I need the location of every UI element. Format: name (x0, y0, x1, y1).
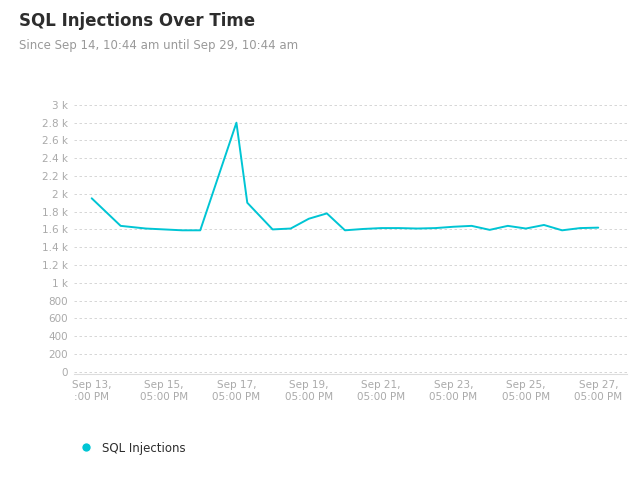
Text: SQL Injections Over Time: SQL Injections Over Time (19, 12, 255, 30)
Legend: SQL Injections: SQL Injections (74, 442, 186, 455)
Text: Since Sep 14, 10:44 am until Sep 29, 10:44 am: Since Sep 14, 10:44 am until Sep 29, 10:… (19, 39, 298, 52)
